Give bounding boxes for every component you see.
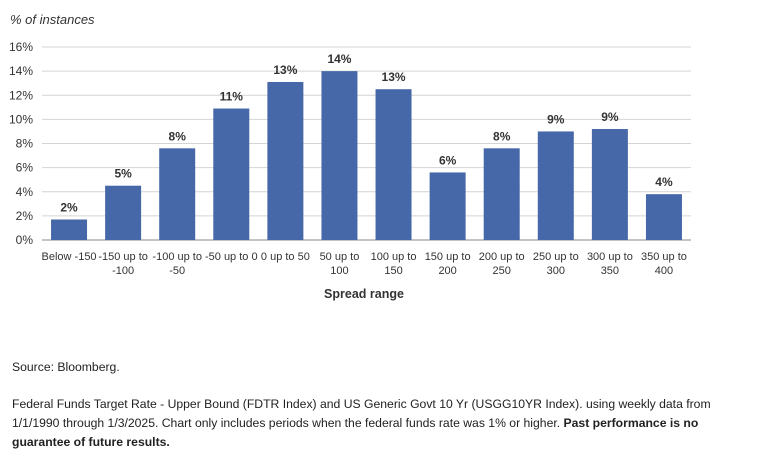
data-labels: 2% 5% 8% 11% 13% 14% 13% 6% 8% 9% 9% 4% — [60, 52, 673, 214]
bar — [483, 148, 520, 240]
x-tick-label-line: -100 up to — [152, 251, 202, 263]
y-tick-label: 0% — [16, 233, 34, 247]
bar-data-label: 5% — [114, 167, 132, 181]
bars — [51, 71, 682, 240]
x-tick-label: -150 up to -100 — [98, 251, 148, 277]
y-tick-label: 4% — [16, 185, 34, 199]
y-tick-label: 16% — [9, 40, 33, 54]
bar — [159, 148, 196, 240]
footnote-disclaimer: Past performance is no guarantee of futu… — [12, 416, 699, 449]
x-tick-label-line: 50 up to — [320, 251, 360, 263]
bar-data-label: 4% — [655, 175, 673, 189]
chart: % of instances 0% 2% 4% 6% 8% 10% 12% 14% 16% 2%… — [9, 12, 691, 301]
bar — [375, 89, 412, 240]
y-axis-label: % of instances — [10, 12, 95, 27]
x-tick-label-line: -50 — [169, 265, 185, 277]
bar-data-label: 8% — [169, 129, 187, 143]
x-tick-label: 50 up to 100 — [320, 251, 360, 277]
bar-data-label: 8% — [493, 129, 511, 143]
y-tick-labels: 0% 2% 4% 6% 8% 10% 12% 14% 16% — [9, 40, 33, 247]
x-tick-label: 150 up to 200 — [425, 251, 471, 277]
bar — [321, 71, 358, 240]
bar — [213, 108, 250, 240]
x-tick-label-line: 200 — [438, 265, 456, 277]
y-tick-label: 2% — [16, 209, 34, 223]
y-tick-label: 6% — [16, 161, 34, 175]
x-tick-label-line: 250 up to — [533, 251, 579, 263]
grid-layer — [42, 46, 691, 241]
bar — [537, 131, 574, 240]
bar — [645, 194, 682, 240]
x-axis-title: Spread range — [324, 287, 404, 301]
source-note: Source: Bloomberg. — [12, 360, 120, 374]
bar-data-label: 11% — [220, 90, 244, 104]
x-tick-label-line: 250 — [493, 265, 511, 277]
bar-data-label: 13% — [273, 63, 297, 77]
chart-notes: Source: Bloomberg. Federal Funds Target … — [12, 358, 752, 452]
y-tick-label: 8% — [16, 137, 34, 151]
x-tick-label-line: -50 up to 0 — [205, 251, 258, 263]
x-tick-label: 350 up to 400 — [641, 251, 687, 277]
y-tick-label: 10% — [9, 112, 33, 126]
x-tick-label-line: 100 up to — [371, 251, 417, 263]
bar-data-label: 9% — [601, 110, 619, 124]
bar — [591, 129, 628, 240]
bar — [105, 185, 142, 240]
x-tick-label-line: 350 up to — [641, 251, 687, 263]
bar-data-label: 6% — [439, 153, 457, 167]
x-tick-label-line: 300 up to — [587, 251, 633, 263]
x-tick-label-line: 350 — [601, 265, 619, 277]
x-tick-labels: Below -150 -150 up to -100 -100 up to -50 -50… — [42, 251, 687, 277]
x-tick-label-line: 300 — [547, 265, 565, 277]
x-tick-label: 250 up to 300 — [533, 251, 579, 277]
x-tick-label: -100 up to -50 — [152, 251, 202, 277]
x-tick-label: -50 up to 0 — [205, 251, 258, 263]
x-tick-label: 300 up to 350 — [587, 251, 633, 277]
x-tick-label: 0 up to 50 — [261, 251, 310, 263]
x-tick-label-line: 200 up to — [479, 251, 525, 263]
bar-data-label: 13% — [382, 70, 406, 84]
bar-chart-svg: % of instances 0% 2% 4% 6% 8% 10% 12% 14% 16% 2%… — [9, 12, 691, 301]
bar — [51, 219, 88, 240]
y-tick-label: 14% — [9, 64, 33, 78]
y-tick-label: 12% — [9, 88, 33, 102]
x-tick-label-line: 100 — [330, 265, 348, 277]
bar-data-label: 9% — [547, 112, 565, 126]
x-tick-label-line: 150 — [384, 265, 402, 277]
bar — [267, 81, 304, 240]
bar — [429, 172, 466, 240]
bar-data-label: 2% — [60, 200, 78, 214]
x-tick-label-line: -100 — [112, 265, 134, 277]
footnote: Federal Funds Target Rate - Upper Bound … — [12, 395, 752, 452]
x-tick-label-line: 150 up to — [425, 251, 471, 263]
x-tick-label: 200 up to 250 — [479, 251, 525, 277]
x-tick-label-line: 400 — [655, 265, 673, 277]
x-tick-label: Below -150 — [42, 251, 97, 263]
x-tick-label-line: Below -150 — [42, 251, 97, 263]
bar-data-label: 14% — [327, 52, 351, 66]
x-tick-label-line: -150 up to — [98, 251, 148, 263]
x-tick-label-line: 0 up to 50 — [261, 251, 310, 263]
x-tick-label: 100 up to 150 — [371, 251, 417, 277]
footnote-text: Federal Funds Target Rate - Upper Bound … — [12, 397, 711, 430]
